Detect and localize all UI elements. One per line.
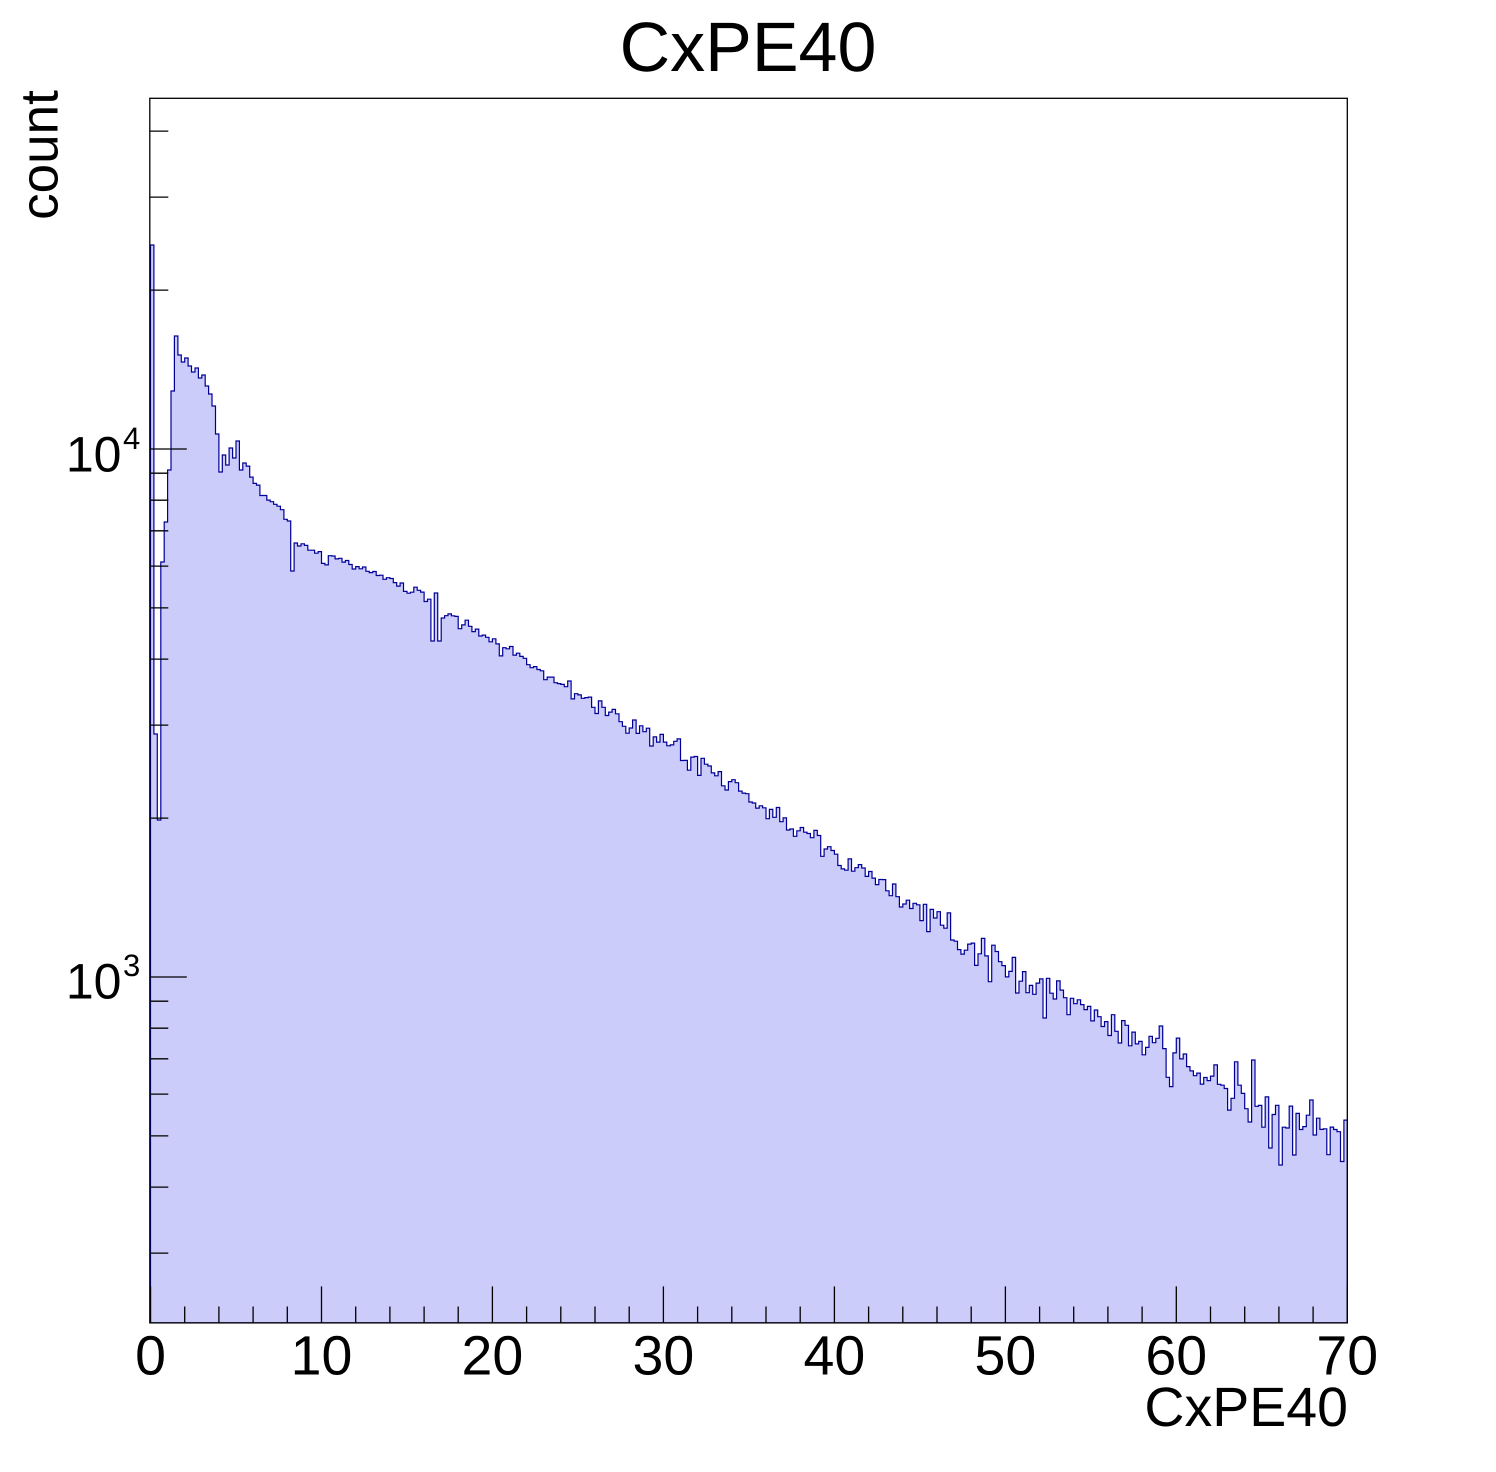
svg-text:30: 30: [633, 1325, 695, 1387]
svg-text:70: 70: [1316, 1325, 1378, 1387]
svg-text:10: 10: [66, 427, 122, 483]
svg-text:CxPE40: CxPE40: [620, 8, 877, 86]
svg-text:0: 0: [135, 1325, 166, 1387]
svg-text:10: 10: [291, 1325, 353, 1387]
svg-text:3: 3: [123, 948, 140, 983]
svg-text:count: count: [11, 90, 70, 220]
svg-text:10: 10: [66, 954, 122, 1010]
svg-text:40: 40: [804, 1325, 866, 1387]
svg-text:20: 20: [462, 1325, 524, 1387]
svg-text:4: 4: [123, 421, 140, 456]
svg-text:60: 60: [1145, 1325, 1207, 1387]
svg-text:CxPE40: CxPE40: [1144, 1376, 1348, 1438]
svg-text:50: 50: [975, 1325, 1037, 1387]
